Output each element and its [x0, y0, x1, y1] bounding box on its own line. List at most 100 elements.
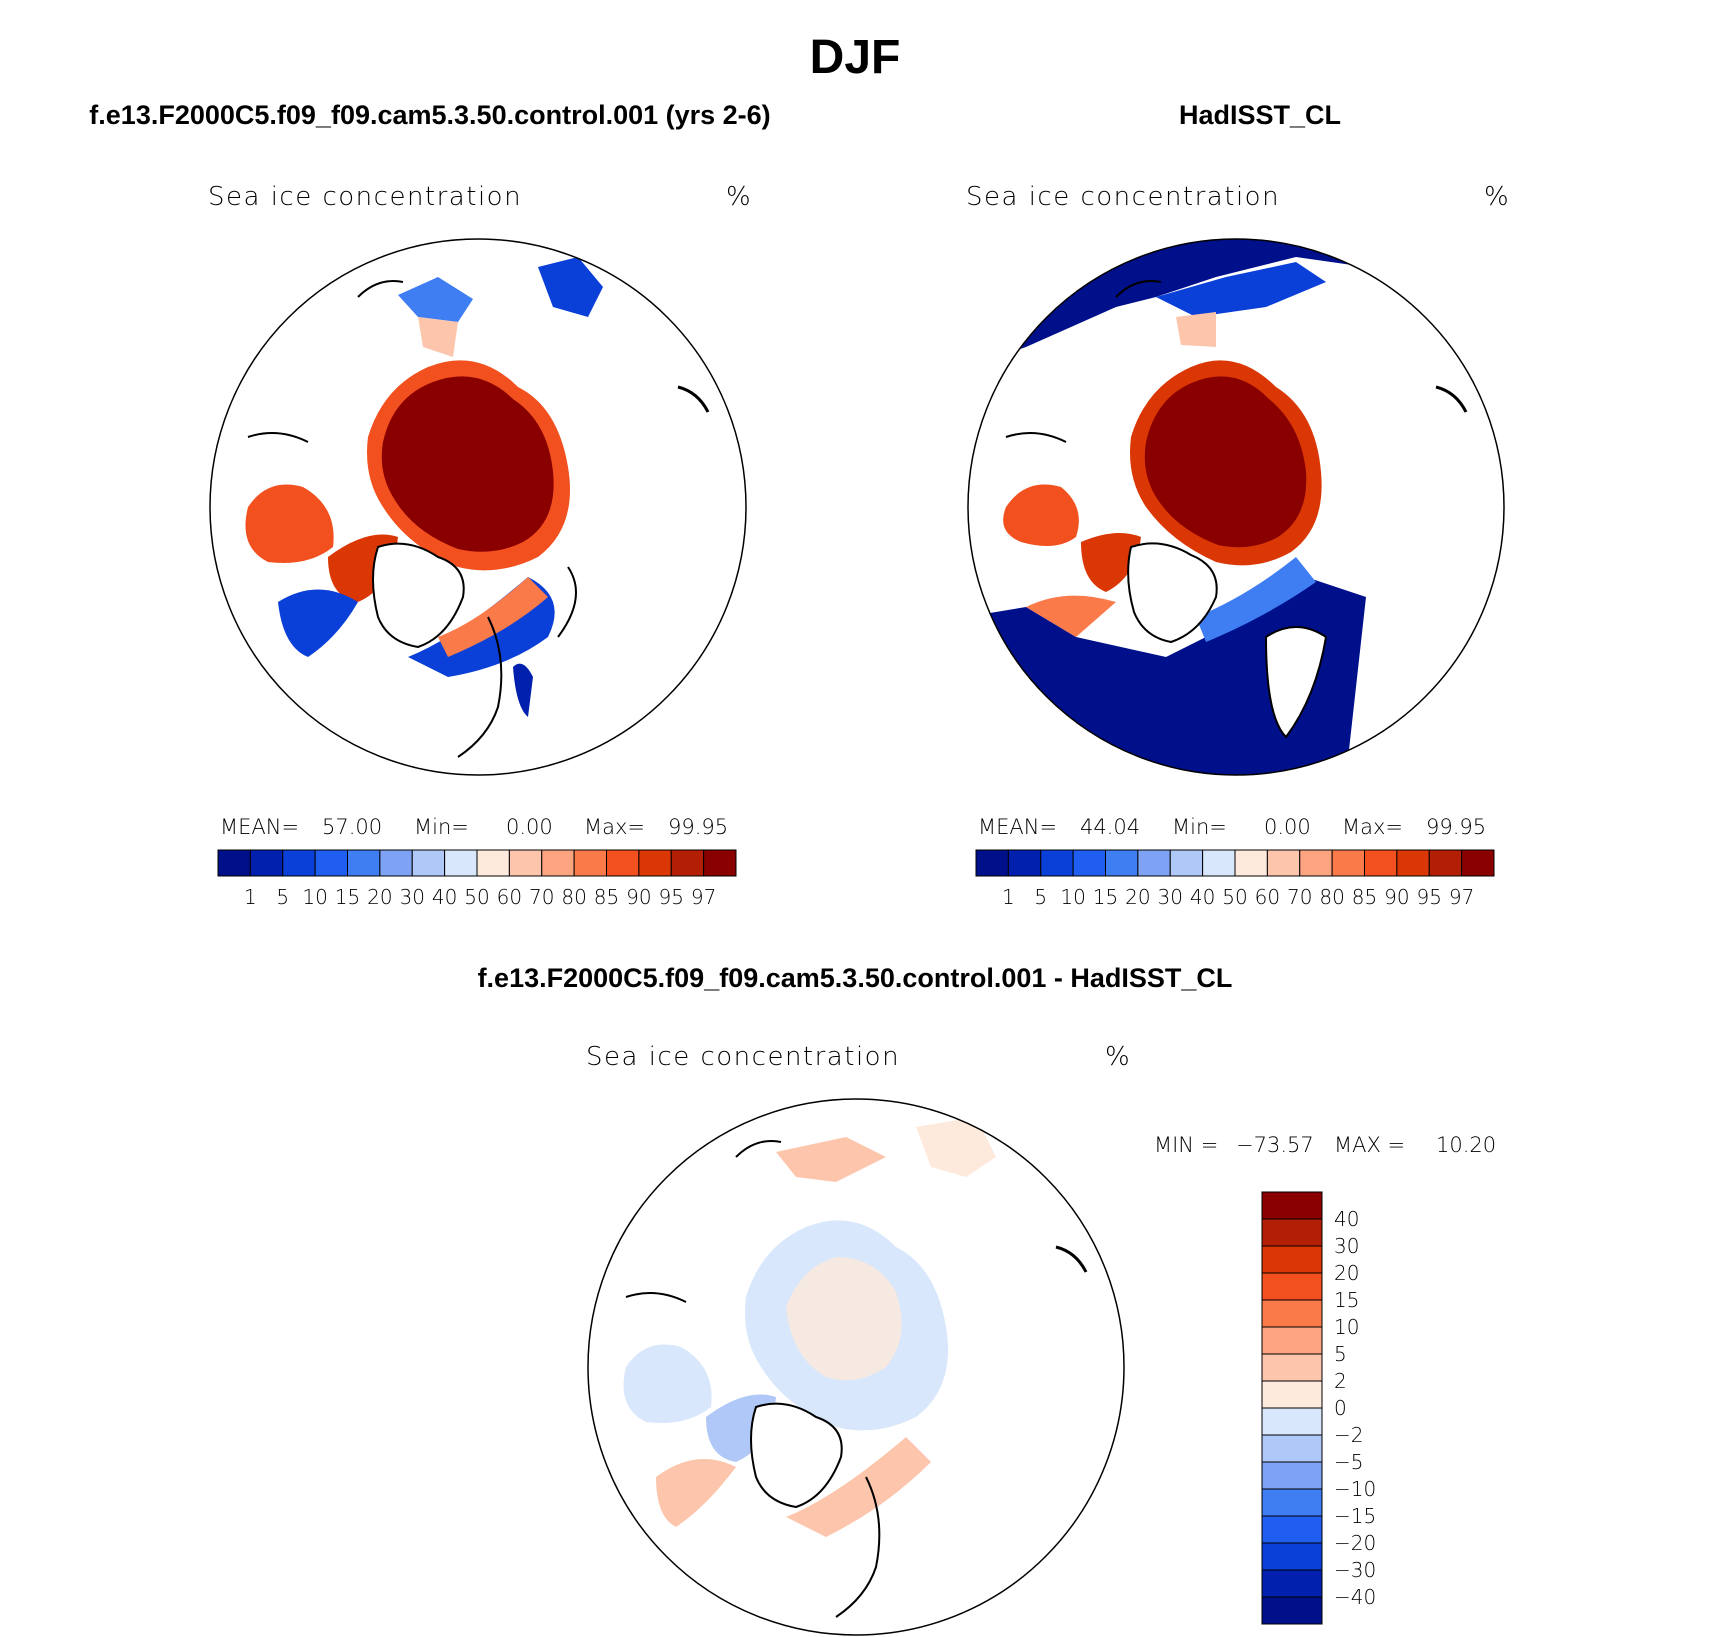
diff-colorbar-tick-label: 15 [1334, 1288, 1359, 1312]
obs-colorbar-tick-label: 90 [1384, 885, 1409, 909]
diff-colorbar-tick-label: 40 [1334, 1207, 1359, 1231]
model-colorbar-tick-label: 15 [335, 885, 360, 909]
model-colorbar: 1 5 10 15 20 30 40 50 60 70 80 85 90 95 97 [217, 849, 737, 909]
diff-colorbar-swatch [1261, 1191, 1323, 1220]
obs-colorbar-swatch [1396, 849, 1430, 877]
model-mean-label: MEAN= [220, 815, 300, 839]
model-colorbar-swatch [347, 849, 381, 877]
diff-colorbar-tick-label: −15 [1334, 1504, 1376, 1528]
diff-colorbar-tick-label: −40 [1334, 1585, 1376, 1609]
model-colorbar-tick-label: 40 [432, 885, 457, 909]
obs-colorbar-tick-label: 30 [1158, 885, 1183, 909]
model-colorbar-tick-label: 50 [464, 885, 489, 909]
diff-colorbar-tick-label: 20 [1334, 1261, 1359, 1285]
model-colorbar-tick-label: 70 [529, 885, 554, 909]
obs-min-label: Min= [1172, 815, 1227, 839]
obs-colorbar-swatch [1331, 849, 1365, 877]
obs-polar-map [967, 238, 1505, 776]
diff-colorbar-swatch [1261, 1380, 1323, 1409]
obs-colorbar-tick-label: 20 [1125, 885, 1150, 909]
panel-diff-variable: Sea ice concentration [586, 1042, 901, 1072]
model-colorbar-swatch [638, 849, 672, 877]
obs-colorbar-tick-label: 60 [1255, 885, 1280, 909]
diff-max-value: 10.20 [1436, 1133, 1497, 1157]
model-colorbar-swatch [444, 849, 478, 877]
model-min-value: 0.00 [506, 815, 553, 839]
obs-colorbar-swatch [1202, 849, 1236, 877]
diff-colorbar-swatch [1261, 1218, 1323, 1247]
obs-colorbar-swatch [1234, 849, 1268, 877]
diff-colorbar-tick-label: −20 [1334, 1531, 1376, 1555]
diff-colorbar-swatch [1261, 1326, 1323, 1355]
diff-colorbar-tick-label: −10 [1334, 1477, 1376, 1501]
model-colorbar-swatch [606, 849, 640, 877]
obs-max-label: Max= [1342, 815, 1404, 839]
model-colorbar-swatch [249, 849, 284, 877]
model-colorbar-tick-label: 30 [400, 885, 425, 909]
diff-colorbar-swatch [1261, 1407, 1323, 1436]
panel-obs-units: % [1484, 182, 1511, 212]
obs-colorbar-tick-label: 1 [1002, 885, 1015, 909]
model-colorbar-tick-label: 85 [594, 885, 619, 909]
obs-colorbar-swatch [1461, 849, 1495, 877]
obs-colorbar-tick-label: 50 [1222, 885, 1247, 909]
obs-colorbar-tick-label: 95 [1417, 885, 1442, 909]
figure-title: DJF [809, 31, 901, 84]
obs-colorbar-tick-label: 70 [1287, 885, 1312, 909]
diff-min-label: MIN = [1154, 1133, 1219, 1157]
obs-max-value: 99.95 [1426, 815, 1487, 839]
model-min-label: Min= [414, 815, 469, 839]
diff-colorbar-swatch [1261, 1272, 1323, 1301]
model-colorbar-swatch [411, 849, 446, 877]
panel-obs-title: HadISST_CL [1178, 100, 1342, 130]
model-colorbar-swatch [703, 849, 737, 877]
model-colorbar-swatch [476, 849, 510, 877]
obs-mean-label: MEAN= [978, 815, 1058, 839]
obs-colorbar-swatch [1007, 849, 1042, 877]
panel-obs-variable: Sea ice concentration [966, 182, 1281, 212]
model-max-value: 99.95 [668, 815, 729, 839]
panel-model-units: % [726, 182, 753, 212]
obs-colorbar-tick-label: 5 [1034, 885, 1047, 909]
diff-colorbar-swatch [1261, 1461, 1323, 1490]
obs-colorbar-swatch [1169, 849, 1204, 877]
model-colorbar-tick-label: 90 [626, 885, 651, 909]
diff-colorbar-swatch [1261, 1542, 1323, 1571]
diff-colorbar-tick-label: −2 [1334, 1423, 1363, 1447]
obs-colorbar-swatch [1072, 849, 1106, 877]
diff-colorbar-tick-label: 5 [1334, 1342, 1347, 1366]
panel-model-variable: Sea ice concentration [208, 182, 523, 212]
model-colorbar-swatch [379, 849, 413, 877]
obs-colorbar-swatch [1105, 849, 1139, 877]
diff-polar-map [587, 1098, 1125, 1636]
diff-colorbar-tick-label: 30 [1334, 1234, 1359, 1258]
diff-colorbar-swatch [1261, 1299, 1323, 1328]
obs-colorbar-swatch [975, 849, 1009, 877]
diff-colorbar-swatch [1261, 1596, 1323, 1625]
obs-colorbar-swatch [1040, 849, 1074, 877]
model-colorbar-swatch [217, 849, 251, 877]
diff-colorbar-swatch [1261, 1434, 1323, 1463]
diff-colorbar-swatch [1261, 1515, 1323, 1544]
obs-mean-value: 44.04 [1080, 815, 1141, 839]
diff-colorbar-tick-label: 2 [1334, 1369, 1347, 1393]
diff-colorbar-tick-label: −5 [1334, 1450, 1363, 1474]
model-colorbar-tick-label: 97 [691, 885, 716, 909]
obs-colorbar: 1 5 10 15 20 30 40 50 60 70 80 85 90 95 97 [975, 849, 1495, 909]
model-colorbar-tick-label: 95 [659, 885, 684, 909]
model-colorbar-swatch [282, 849, 316, 877]
diff-colorbar-swatch [1261, 1353, 1323, 1382]
obs-colorbar-tick-label: 40 [1190, 885, 1215, 909]
diff-colorbar-swatch [1261, 1488, 1323, 1517]
obs-colorbar-tick-label: 97 [1449, 885, 1474, 909]
panel-diff-units: % [1105, 1042, 1132, 1072]
model-colorbar-swatch [508, 849, 543, 877]
diff-colorbar-tick-label: −30 [1334, 1558, 1376, 1582]
diff-max-label: MAX = [1334, 1133, 1406, 1157]
diff-colorbar-swatch [1261, 1569, 1323, 1598]
model-colorbar-tick-label: 1 [244, 885, 257, 909]
model-colorbar-swatch [541, 849, 575, 877]
model-colorbar-tick-label: 20 [367, 885, 392, 909]
panel-diff-title: f.e13.F2000C5.f09_f09.cam5.3.50.control.… [477, 963, 1233, 993]
